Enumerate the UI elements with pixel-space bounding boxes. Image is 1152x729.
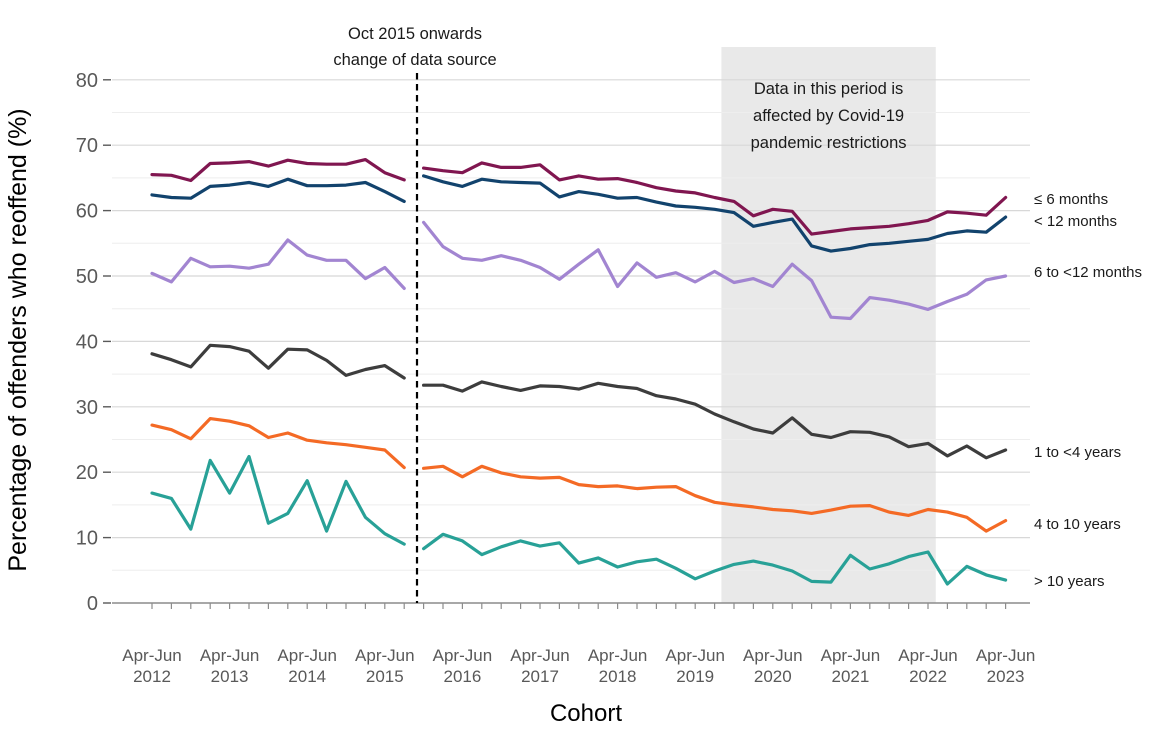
x-tick-label: Apr-Jun 2014: [277, 646, 337, 686]
series-line-post-2: [422, 220, 1008, 321]
series-line-post-5: [422, 532, 1008, 586]
y-tick-label: 0: [87, 593, 98, 615]
y-tick-label: 70: [76, 135, 98, 157]
series-line-post-3: [422, 380, 1008, 460]
x-axis-title: Cohort: [550, 700, 622, 727]
series-label-0: ≤ 6 months: [1034, 191, 1108, 208]
series-line-pre-0: [150, 158, 406, 183]
x-tick-label: Apr-Jun 2013: [200, 646, 260, 686]
y-tick-label: 60: [76, 201, 98, 223]
series-line-post-4: [422, 464, 1008, 533]
y-tick-label: 80: [76, 70, 98, 92]
series-label-1: < 12 months: [1034, 213, 1117, 230]
covid-annotation-line: affected by Covid-19: [753, 107, 904, 125]
series-line-post-1: [422, 174, 1008, 253]
x-tick-label: Apr-Jun 2022: [898, 646, 958, 686]
series-label-4: 4 to 10 years: [1034, 516, 1121, 533]
x-tick-label: Apr-Jun 2021: [821, 646, 881, 686]
x-tick-label: Apr-Jun 2023: [976, 646, 1036, 686]
covid-period-band: [721, 47, 936, 603]
series-line-pre-2: [150, 238, 406, 290]
y-tick-label: 50: [76, 266, 98, 288]
x-tick-label: Apr-Jun 2019: [665, 646, 725, 686]
x-tick-label: Apr-Jun 2012: [122, 646, 182, 686]
series-line-pre-3: [150, 343, 406, 380]
series-line-pre-4: [150, 417, 406, 470]
y-tick-label: 40: [76, 331, 98, 353]
covid-annotation-line: Data in this period is: [754, 80, 904, 98]
y-tick-label: 10: [76, 528, 98, 550]
series-label-2: 6 to <12 months: [1034, 264, 1142, 281]
x-tick-label: Apr-Jun 2015: [355, 646, 415, 686]
series-label-3: 1 to <4 years: [1034, 444, 1121, 461]
x-tick-label: Apr-Jun 2018: [588, 646, 648, 686]
covid-annotation-line: pandemic restrictions: [751, 134, 907, 152]
series-label-5: > 10 years: [1034, 573, 1104, 590]
break-annotation-line: Oct 2015 onwards: [348, 25, 482, 43]
x-tick-label: Apr-Jun 2017: [510, 646, 570, 686]
y-tick-label: 30: [76, 397, 98, 419]
series-line-post-0: [422, 161, 1008, 236]
y-axis-title: Percentage of offenders who reoffend (%): [4, 108, 32, 571]
series-line-pre-1: [150, 177, 406, 203]
x-tick-label: Apr-Jun 2016: [433, 646, 493, 686]
x-tick-label: Apr-Jun 2020: [743, 646, 803, 686]
series-line-pre-5: [150, 454, 406, 546]
y-tick-label: 20: [76, 462, 98, 484]
break-annotation-line: change of data source: [333, 51, 496, 69]
